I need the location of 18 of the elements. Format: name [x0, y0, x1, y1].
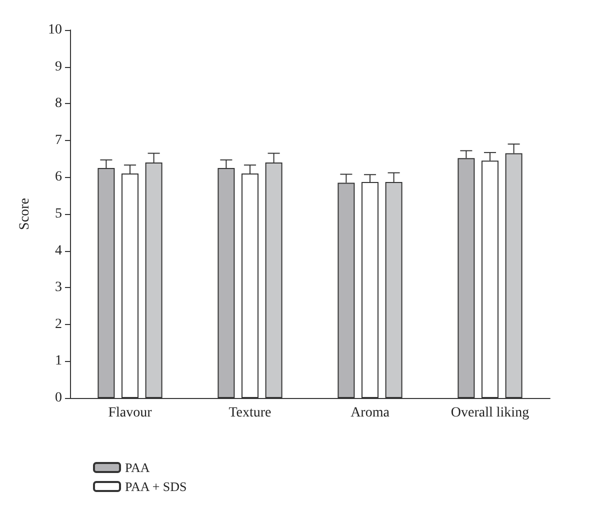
y-tick-label: 1	[55, 354, 62, 369]
y-tick-label: 4	[55, 243, 62, 258]
y-tick-label: 5	[55, 206, 62, 222]
x-tick-label: Flavour	[108, 406, 152, 420]
y-tick-label: 3	[55, 280, 62, 296]
y-tick-label: 9	[55, 59, 62, 74]
y-tick-label: 7	[55, 132, 62, 148]
legend-label: PAA	[125, 460, 150, 475]
legend-label: PAA + SDS	[125, 479, 187, 494]
y-axis-title: Score	[18, 198, 32, 230]
x-tick-label: Aroma	[350, 406, 390, 420]
x-tick-label: Overall liking	[450, 406, 530, 420]
y-tick-label: 10	[48, 22, 62, 38]
y-tick-label: 8	[55, 96, 62, 112]
y-tick-label: 2	[55, 316, 62, 332]
y-tick-label: 0	[55, 390, 62, 406]
y-tick-label: 6	[55, 170, 62, 185]
x-tick-label: Texture	[228, 406, 272, 420]
